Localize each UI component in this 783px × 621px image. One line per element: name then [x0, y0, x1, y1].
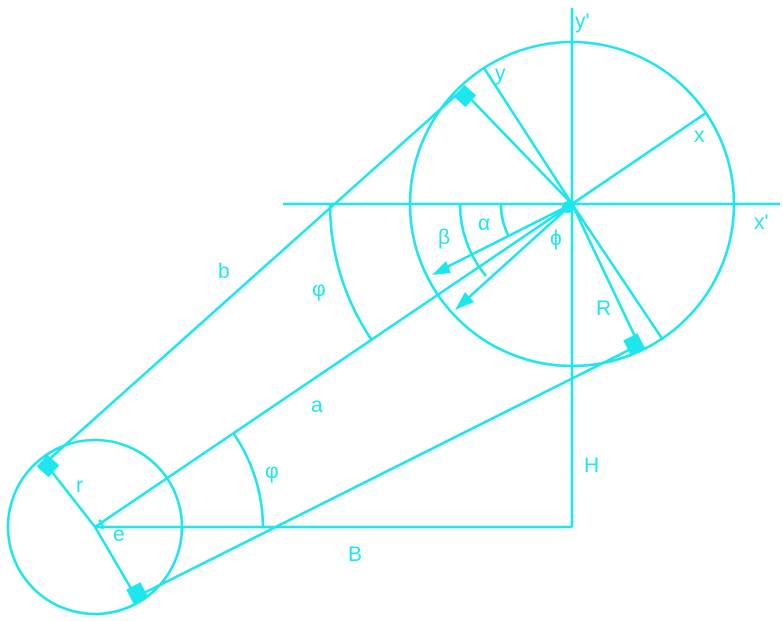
large-radius-extra — [570, 203, 665, 341]
label-x: x — [694, 124, 705, 147]
label-phi-small: ϕ — [550, 227, 562, 250]
label-beta: β — [438, 226, 450, 249]
arc-alpha — [499, 203, 511, 238]
label-alpha: α — [478, 212, 490, 235]
right-angle-marker-upper-large — [453, 84, 477, 108]
arrowhead-icon — [455, 292, 474, 310]
label-e: e — [113, 523, 125, 546]
label-H: H — [584, 454, 599, 477]
arc-e — [98, 518, 104, 530]
x-rotated-axis — [571, 111, 707, 206]
label-R: R — [596, 297, 611, 320]
label-b: b — [218, 260, 230, 283]
label-x-prime: x' — [754, 211, 769, 234]
arc-phi-upper — [328, 203, 373, 340]
right-angle-marker-upper-small — [36, 454, 60, 478]
right-angle-marker-lower-small — [126, 582, 148, 604]
belt-upper-b — [44, 89, 463, 464]
small-radius-r — [43, 462, 97, 528]
large-radius-upper — [461, 89, 573, 205]
label-a: a — [311, 394, 323, 417]
arc-beta — [458, 203, 487, 277]
label-r: r — [76, 474, 83, 497]
arrowhead-icon — [432, 261, 451, 275]
arc-phi-lower — [232, 433, 265, 528]
center-line-a — [94, 202, 573, 529]
small-radius-lower — [93, 526, 138, 598]
label-y-prime: y' — [575, 10, 590, 33]
right-angle-marker-lower-large — [623, 333, 645, 355]
label-B: B — [348, 543, 362, 566]
label-phi-upper: φ — [312, 278, 326, 301]
belt-lower — [135, 343, 640, 599]
label-y: y — [495, 62, 506, 85]
y-rotated-axis — [482, 67, 574, 205]
large-center-marker — [562, 201, 574, 213]
label-phi-lower: φ — [265, 460, 279, 483]
arrow-beta-line — [465, 203, 573, 301]
large-radius-R — [570, 203, 641, 346]
